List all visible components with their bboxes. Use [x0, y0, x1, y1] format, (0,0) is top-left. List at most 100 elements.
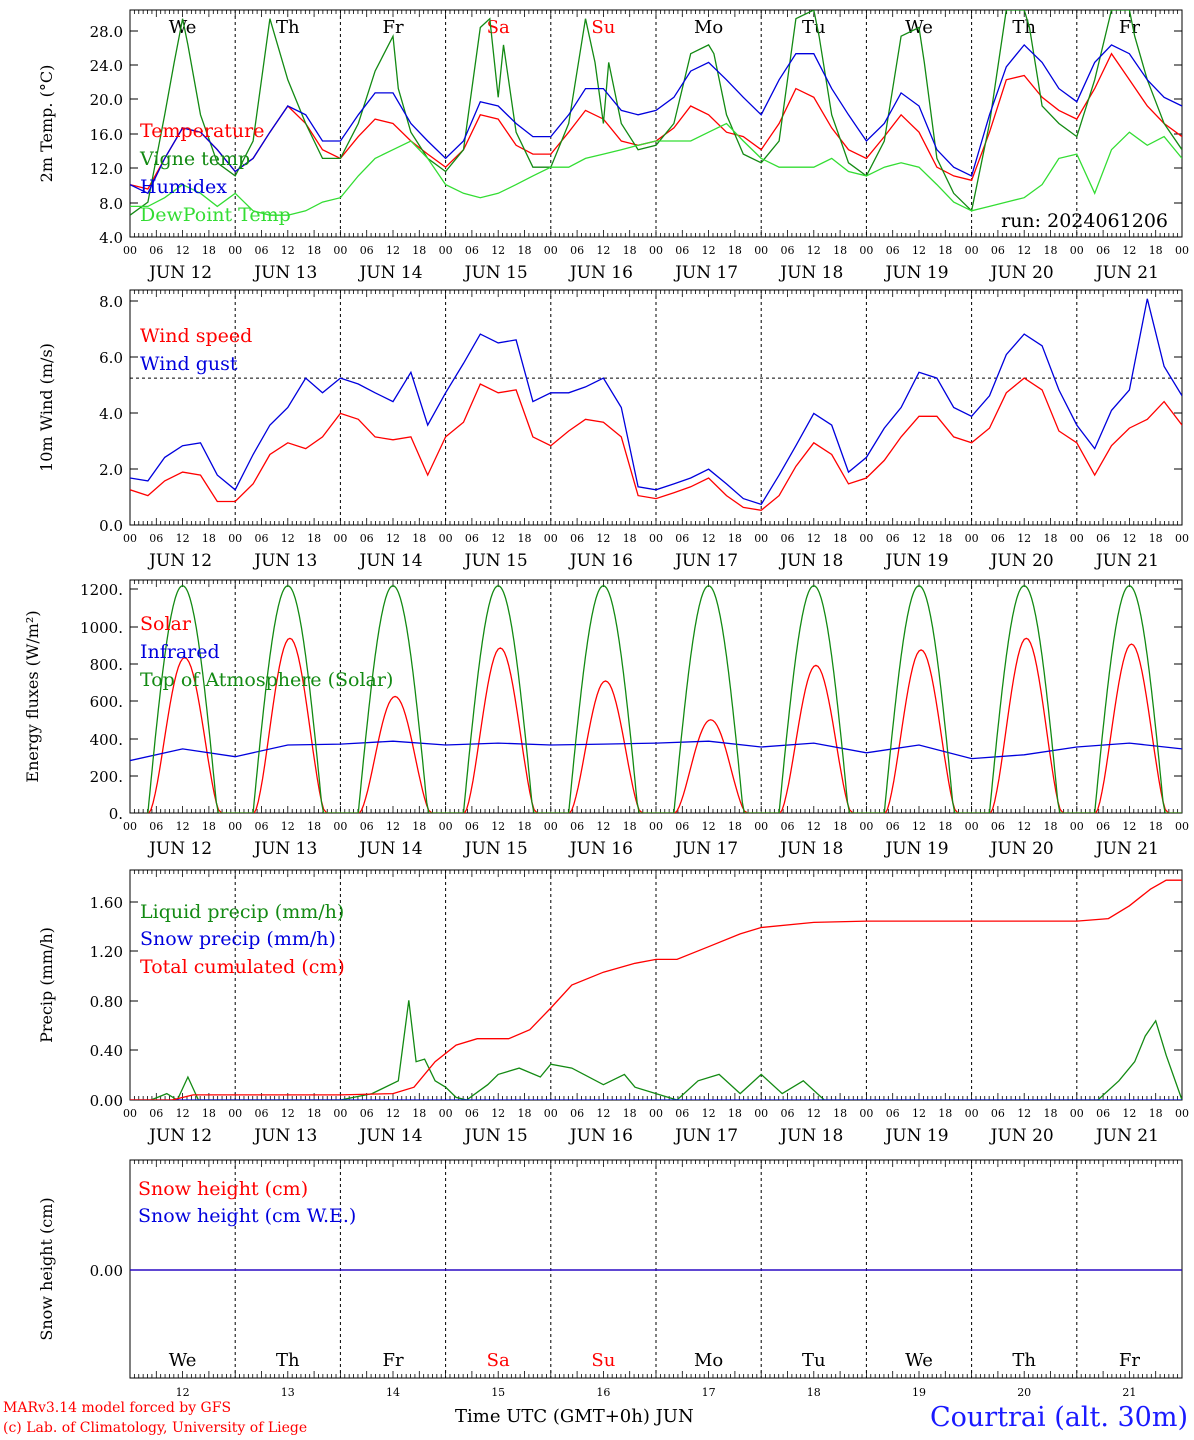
hour-label: 12	[386, 244, 400, 257]
y-tick-label: 6.0	[99, 349, 123, 367]
hour-label: 18	[833, 820, 847, 833]
date-label: JUN 14	[357, 839, 422, 859]
hour-label: 12	[386, 1107, 400, 1120]
y-tick-label: 0.40	[90, 1042, 123, 1060]
hour-label: 06	[675, 532, 689, 545]
hour-label: 18	[1149, 820, 1163, 833]
panel-5: 0.00 Snow height (cm) We Th Fr Sa Su Mo Tu We Th Fr…	[37, 1159, 1183, 1379]
hour-label: 18	[728, 820, 742, 833]
weekday-label: Tu	[802, 17, 826, 38]
weekday-label: Sa	[487, 17, 510, 38]
hour-label: 18	[833, 244, 847, 257]
hour-label: 18	[307, 1107, 321, 1120]
hour-label: 00	[439, 244, 453, 257]
hour-label: 18	[307, 820, 321, 833]
hour-label: 00	[1070, 820, 1084, 833]
legend-entry: Top of Atmosphere (Solar)	[140, 669, 393, 691]
series-group	[130, 10, 1182, 216]
y-axis-label: Precip (mm/h)	[37, 927, 56, 1043]
weekday-label: Fr	[1119, 1350, 1140, 1371]
hour-label: 00	[965, 244, 979, 257]
weekday-label: We	[169, 17, 197, 38]
hour-label: 12	[1122, 820, 1136, 833]
hour-label: 00	[1175, 1107, 1189, 1120]
y-tick-label: 24.0	[90, 57, 123, 75]
hour-label: 06	[1096, 1107, 1110, 1120]
series-vigne-temp	[130, 10, 1182, 216]
date-label: JUN 17	[673, 551, 738, 571]
legend-entry: Vigne temp	[139, 148, 250, 170]
hour-label: 06	[781, 820, 795, 833]
series-liquid-precip-mm-h-	[130, 1000, 1182, 1100]
hour-label: 00	[859, 820, 873, 833]
y-tick-label: 0.80	[90, 993, 123, 1011]
lab-credit: (c) Lab. of Climatology, University of L…	[3, 1420, 308, 1436]
hour-label: 06	[886, 244, 900, 257]
hour-label: 12	[281, 532, 295, 545]
hour-label: 00	[754, 244, 768, 257]
hour-label: 18	[938, 532, 952, 545]
hour-label: 00	[123, 1107, 137, 1120]
date-label: JUN 18	[778, 551, 843, 571]
hour-label: 06	[1096, 532, 1110, 545]
panel-1: 4.0 8.0 12.0 16.0 20.0 24.0 28.0 2m Temp. (°C) 0…	[37, 9, 1189, 283]
series-group	[130, 298, 1182, 511]
y-tick-label: 28.0	[90, 23, 123, 41]
hour-label: 06	[675, 244, 689, 257]
hour-label: 06	[675, 1107, 689, 1120]
series-group	[130, 879, 1182, 1100]
hour-label: 12	[176, 244, 190, 257]
day-number: 21	[1122, 1386, 1136, 1399]
hour-label: 00	[123, 820, 137, 833]
date-label: JUN 18	[778, 839, 843, 859]
date-label: JUN 12	[147, 839, 212, 859]
hour-label: 06	[886, 532, 900, 545]
date-label: JUN 15	[463, 839, 528, 859]
run-label: run: 2024061206	[1001, 210, 1168, 232]
hour-label: 12	[807, 532, 821, 545]
hour-label: 12	[176, 532, 190, 545]
y-tick-label: 1200.	[80, 581, 123, 599]
weekday-label: Fr	[382, 17, 403, 38]
y-tick-label: 800.	[90, 656, 123, 674]
hour-label: 12	[596, 244, 610, 257]
y-tick-label: 0.00	[90, 1092, 123, 1110]
day-number: 20	[1017, 1386, 1031, 1399]
hour-label: 00	[1175, 532, 1189, 545]
y-tick-label: 1.60	[90, 894, 123, 912]
day-number: 18	[807, 1386, 821, 1399]
hour-label: 06	[255, 1107, 269, 1120]
weekday-label: Su	[591, 1350, 615, 1371]
hour-label: 12	[1017, 532, 1031, 545]
y-tick-label: 600.	[90, 693, 123, 711]
hour-label: 12	[491, 244, 505, 257]
day-number: 19	[912, 1386, 926, 1399]
hour-label: 12	[281, 820, 295, 833]
legend-entry: DewPoint Temp	[140, 204, 291, 226]
legend-entry: Temperature	[140, 120, 264, 142]
hour-label: 06	[149, 820, 163, 833]
hour-label: 06	[360, 532, 374, 545]
y-axis-label: 10m Wind (m/s)	[37, 343, 56, 472]
hour-label: 00	[228, 820, 242, 833]
hour-label: 18	[623, 244, 637, 257]
hour-label: 06	[886, 820, 900, 833]
legend-entry: Snow height (cm)	[138, 1178, 308, 1200]
date-label: JUN 21	[1094, 1126, 1159, 1146]
hour-label: 00	[1070, 532, 1084, 545]
date-label: JUN 17	[673, 1126, 738, 1146]
hour-label: 12	[912, 820, 926, 833]
hour-label: 06	[360, 1107, 374, 1120]
hour-label: 00	[859, 532, 873, 545]
hour-label: 00	[544, 244, 558, 257]
date-label: JUN 16	[568, 263, 633, 283]
hour-label: 06	[675, 820, 689, 833]
date-label: JUN 13	[252, 839, 317, 859]
station-name: Courtrai (alt. 30m)	[929, 1402, 1188, 1433]
date-label: JUN 19	[883, 1126, 948, 1146]
day-number: 15	[491, 1386, 505, 1399]
hour-label: 06	[465, 1107, 479, 1120]
hour-label: 06	[255, 244, 269, 257]
hour-label: 18	[1044, 820, 1058, 833]
hour-label: 12	[281, 1107, 295, 1120]
